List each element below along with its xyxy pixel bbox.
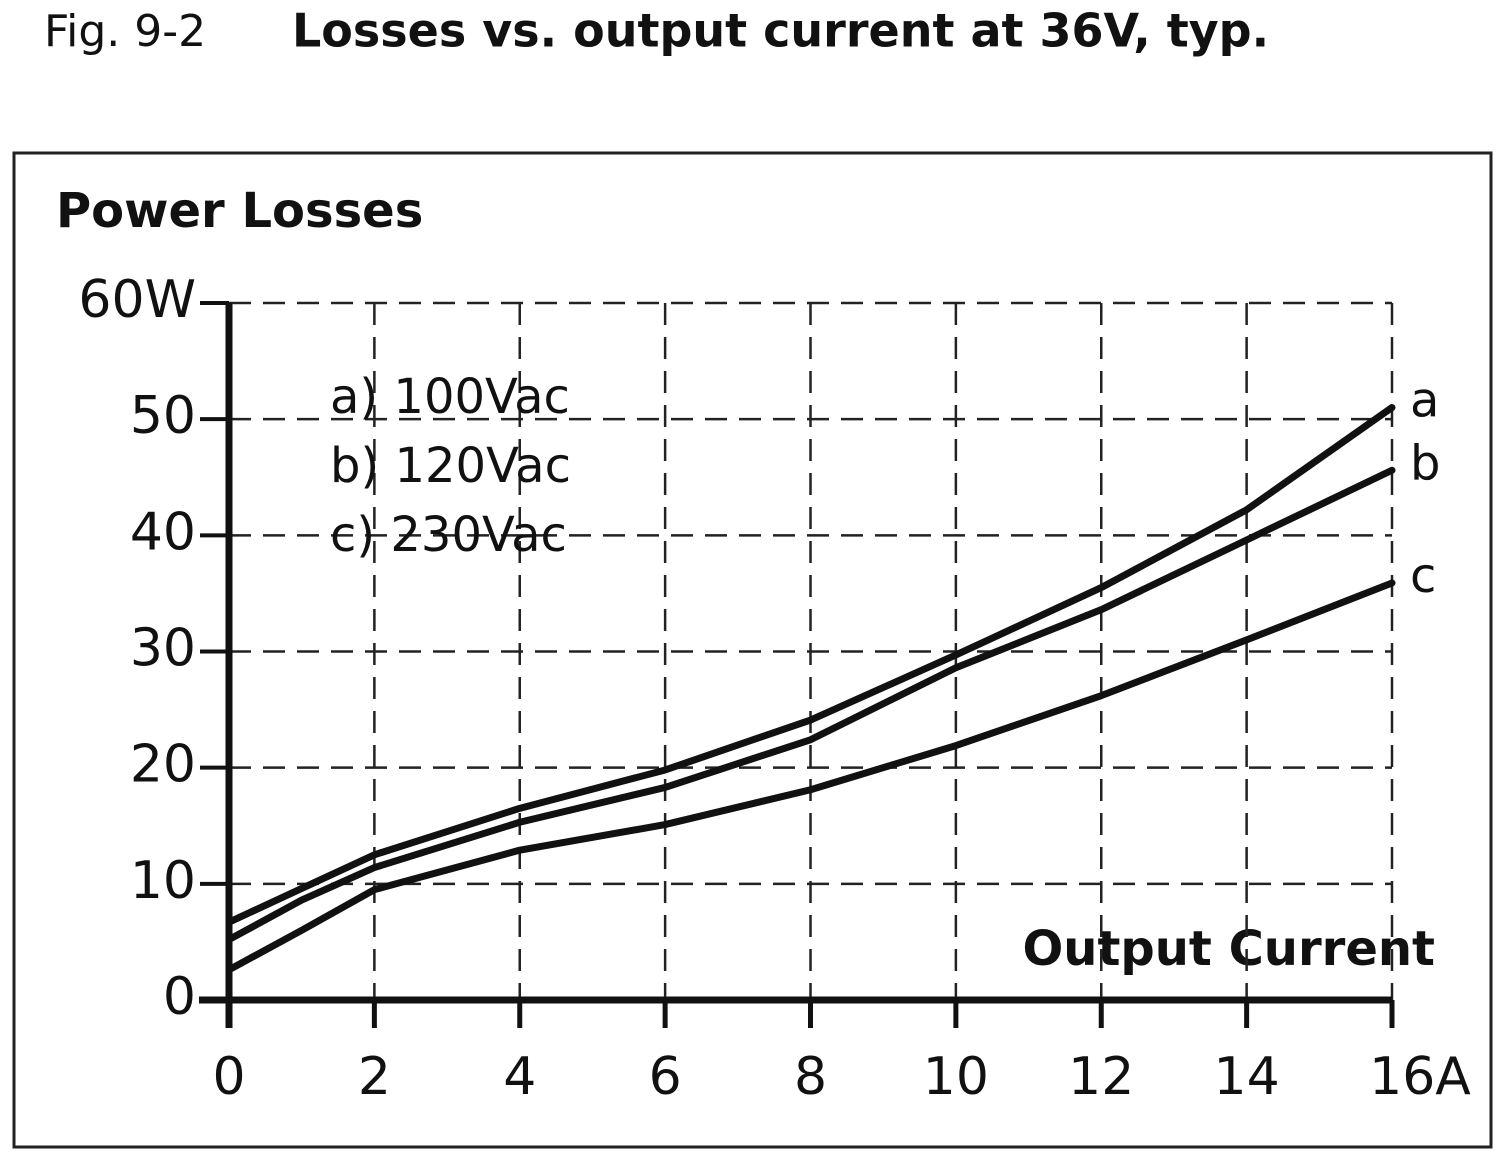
legend-entry: c) 230Vac bbox=[330, 507, 567, 563]
series-end-label: a bbox=[1410, 373, 1439, 429]
y-tick-label: 40 bbox=[130, 502, 196, 562]
x-axis-title: Output Current bbox=[1022, 921, 1435, 977]
x-tick-label: 10 bbox=[923, 1047, 989, 1107]
series-end-label: b bbox=[1410, 435, 1440, 491]
y-tick-label: 10 bbox=[130, 851, 196, 911]
frame bbox=[12, 151, 1493, 1149]
x-tick-label: 4 bbox=[503, 1047, 536, 1107]
y-tick-label: 0 bbox=[163, 967, 196, 1027]
x-tick-label: 14 bbox=[1214, 1047, 1280, 1107]
x-tick-label: 16A bbox=[1369, 1047, 1471, 1107]
y-tick-label: 60W bbox=[78, 270, 196, 330]
y-tick-label: 50 bbox=[130, 386, 196, 446]
x-tick-label: 0 bbox=[212, 1047, 245, 1107]
series-line bbox=[225, 404, 1396, 926]
y-tick-label: 30 bbox=[130, 619, 196, 679]
x-tick-label: 2 bbox=[358, 1047, 391, 1107]
x-tick-label: 8 bbox=[794, 1047, 827, 1107]
series-line bbox=[225, 579, 1396, 974]
y-axis-title: Power Losses bbox=[56, 183, 423, 239]
series-end-label: c bbox=[1410, 548, 1436, 604]
legend-entry: a) 100Vac bbox=[330, 369, 570, 425]
x-tick-label: 6 bbox=[649, 1047, 682, 1107]
legend-entry: b) 120Vac bbox=[330, 438, 571, 494]
x-tick-label: 12 bbox=[1068, 1047, 1134, 1107]
y-tick-label: 20 bbox=[130, 735, 196, 795]
series-line bbox=[225, 466, 1396, 944]
figure-label: Fig. 9-2 bbox=[44, 6, 206, 57]
chart-title: Losses vs. output current at 36V, typ. bbox=[292, 4, 1269, 58]
